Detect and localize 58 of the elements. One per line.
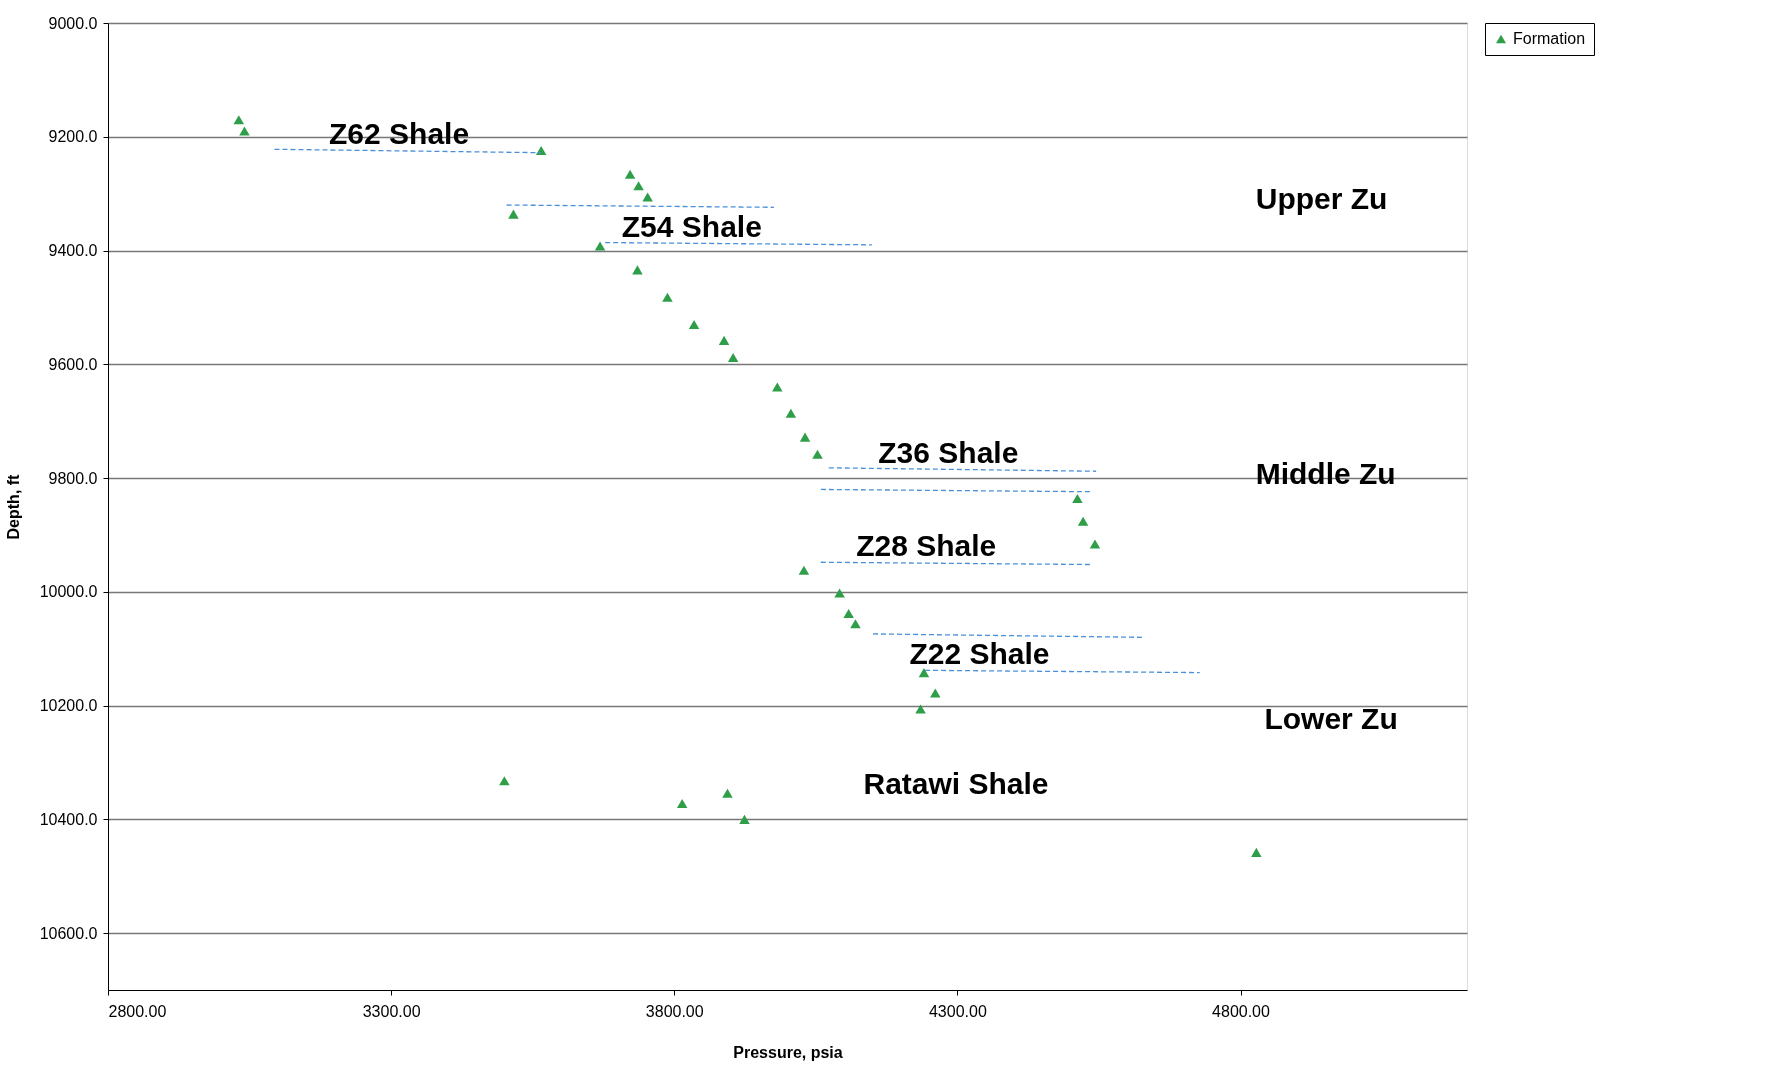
y-tick-label: 9400.0	[48, 242, 98, 260]
point	[772, 382, 783, 392]
annotation: Upper Zu	[1255, 181, 1388, 215]
point	[915, 704, 926, 714]
point	[722, 788, 733, 798]
point	[624, 169, 636, 179]
y-tick-label: 10400.0	[39, 810, 98, 828]
y-tick-label: 9600.0	[48, 355, 98, 373]
point	[785, 408, 797, 418]
point	[535, 145, 547, 155]
point	[233, 115, 245, 125]
point	[633, 181, 644, 191]
annotation: Ratawi Shale	[863, 767, 1049, 800]
x-tick-label: 4300.00	[928, 1002, 987, 1020]
x-tick-label: 3800.00	[645, 1002, 704, 1020]
annotation: Z22 Shale	[909, 637, 1050, 671]
point	[594, 241, 606, 251]
point	[850, 619, 861, 629]
annotation: Z36 Shale	[878, 435, 1019, 469]
annotation: Z54 Shale	[621, 209, 762, 243]
annotation: Z28 Shale	[856, 529, 997, 563]
y-tick-label: 10200.0	[39, 697, 98, 715]
point	[239, 126, 250, 136]
point	[718, 335, 730, 345]
point	[662, 292, 673, 302]
point	[812, 449, 823, 459]
point	[632, 265, 643, 275]
y-tick-label: 10000.0	[39, 583, 98, 601]
point	[798, 565, 810, 575]
x-tick-label: 4800.00	[1212, 1002, 1271, 1020]
point	[1077, 516, 1089, 526]
x-axis-title: Pressure, psia	[733, 1043, 843, 1061]
point	[676, 798, 688, 808]
y-tick-label: 10600.0	[39, 924, 98, 942]
point	[727, 352, 739, 363]
x-tick-label: 2800.00	[108, 1002, 167, 1020]
point	[843, 608, 854, 618]
point	[834, 588, 845, 598]
annotation: Middle Zu	[1255, 456, 1396, 490]
point	[508, 209, 519, 219]
point	[1251, 847, 1262, 857]
y-tick-label: 9000.0	[48, 14, 98, 32]
point	[918, 668, 930, 678]
y-axis-title: Depth, ft	[4, 473, 22, 540]
point	[688, 319, 700, 330]
legend-label: Formation	[1513, 30, 1586, 47]
y-tick-label: 9200.0	[48, 128, 98, 146]
annotation: Lower Zu	[1264, 702, 1398, 736]
x-tick-label: 3300.00	[362, 1002, 421, 1020]
point	[1072, 494, 1083, 504]
point	[642, 192, 653, 202]
point	[930, 688, 941, 698]
point	[1089, 539, 1101, 549]
point	[739, 814, 750, 824]
point	[799, 432, 811, 442]
point	[499, 776, 510, 786]
y-tick-label: 9800.0	[48, 469, 98, 487]
annotation: Z62 Shale	[329, 116, 470, 150]
